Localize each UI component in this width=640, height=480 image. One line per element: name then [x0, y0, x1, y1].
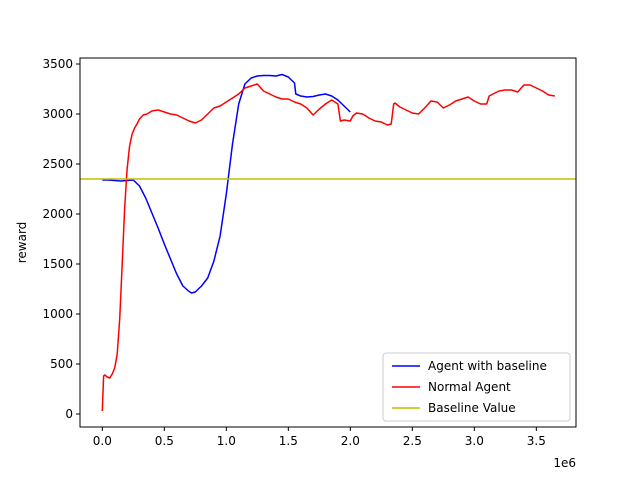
x-tick-label: 2.0: [341, 434, 360, 448]
legend-entry: Agent with baseline: [428, 359, 547, 373]
y-tick-label: 3000: [42, 107, 73, 121]
x-tick-label: 0.5: [155, 434, 174, 448]
y-tick-label: 3500: [42, 57, 73, 71]
legend-entry: Baseline Value: [428, 401, 516, 415]
x-tick-label: 0.0: [93, 434, 112, 448]
y-axis-label: reward: [15, 222, 29, 264]
y-tick-label: 1000: [42, 307, 73, 321]
x-tick-label: 1.5: [279, 434, 298, 448]
series-line-normal-agent: [101, 83, 556, 412]
legend-entry: Normal Agent: [428, 380, 511, 394]
y-tick-label: 500: [50, 357, 73, 371]
series-lines: [80, 73, 576, 412]
y-tick-label: 2000: [42, 207, 73, 221]
y-tick-label: 0: [65, 407, 73, 421]
y-tick-label: 2500: [42, 157, 73, 171]
series-line-agent-with-baseline: [102, 73, 351, 294]
x-tick-label: 3.0: [465, 434, 484, 448]
legend-box: [382, 352, 571, 422]
y-axis-ticks: 0 500 1000 1500 2000 2500 3000 3500: [42, 57, 80, 421]
legend: Agent with baseline Normal Agent Baseline …: [382, 352, 571, 422]
x-tick-label: 1.0: [217, 434, 236, 448]
x-tick-label: 3.5: [527, 434, 546, 448]
y-tick-label: 1500: [42, 257, 73, 271]
x-axis-ticks: 0.0 0.5 1.0 1.5 2.0 2.5 3.0 3.5: [93, 427, 546, 448]
x-axis-offset-label: 1e6: [553, 456, 576, 470]
axes-frame: [79, 57, 577, 428]
x-tick-label: 2.5: [403, 434, 422, 448]
